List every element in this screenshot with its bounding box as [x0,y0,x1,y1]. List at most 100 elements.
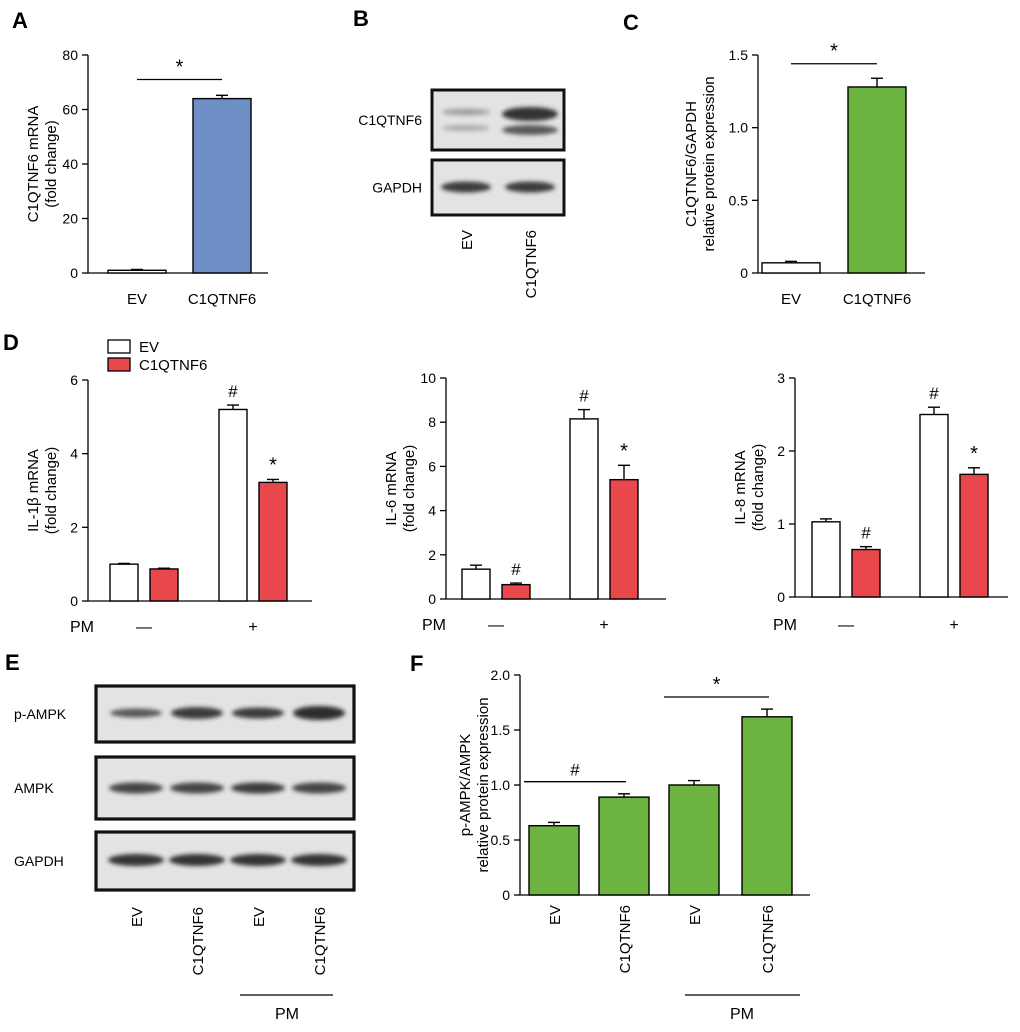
blot-b-band [442,125,490,131]
chart-f-ylabel: p-AMPK/AMPK [457,734,474,837]
blot-e-lane-label: EV [251,907,268,927]
chart-d-il8: 0 1 2 3 IL-8 mRNA (fold change) — + PM # # * [732,370,1008,634]
chart-d3-ytick-label: 0 [777,589,785,605]
chart-f-category-label: C1QTNF6 [617,905,634,973]
chart-d-il1b: 0 2 4 6 IL-1β mRNA (fold change) — + PM # * [25,372,312,636]
chart-d1-bar [218,408,248,602]
chart-c-ytick-label: 1.0 [729,120,749,136]
chart-d3-ylabel: IL-8 mRNA [732,450,749,524]
chart-d2-ytick-label: 6 [428,458,436,474]
chart-d3-bar [919,413,949,598]
chart-f-ylabel: relative protein expression [475,697,492,872]
blot-e-band [171,707,223,719]
chart-f-category-label: C1QTNF6 [760,905,777,973]
chart-d2-ylabel: (fold change) [401,445,418,533]
blot-b-band [441,181,491,193]
chart-f-bar [668,784,720,896]
blot-e-band [170,782,224,794]
chart-d3-ylabel: (fold change) [750,444,767,532]
blot-e-band [292,782,346,794]
blot-b-band [442,108,490,116]
chart-d-il6: 0 2 4 6 8 10 IL-6 mRNA (fold change) — + PM # # * [383,370,666,634]
chart-d3-bar [851,548,881,598]
chart-a-bar [192,97,252,274]
chart-d2-bar [569,418,599,600]
chart-f-category-label: EV [547,905,564,925]
chart-d1-ylabel: (fold change) [43,447,60,535]
blot-e-band [109,782,163,794]
chart-d2-ylabel: IL-6 mRNA [383,451,400,525]
chart-a-category-label: EV [127,291,147,308]
chart-c-bar [761,262,821,274]
chart-d3-mark: # [861,524,871,543]
blot-e-group-label: PM [275,1006,299,1023]
legend-swatch [107,339,131,354]
chart-d2-ytick-label: 4 [428,503,436,519]
chart-a-ytick-label: 0 [70,265,78,281]
chart-d2-bar [609,478,639,600]
chart-a-ytick-label: 80 [62,47,78,63]
chart-d3-ytick-label: 3 [777,370,785,386]
panel-label-f: F [410,651,423,676]
chart-a-category-label: C1QTNF6 [188,291,256,308]
blot-e-row-label: GAPDH [14,853,64,869]
chart-d3-bar [811,521,841,598]
chart-d2-group-axis-label: PM [422,617,446,634]
blot-e-band [169,854,225,866]
blot-e-row-label: p-AMPK [14,706,67,722]
chart-d2-mark: # [511,560,521,579]
chart-f-bar [741,716,793,896]
chart-f: 0 0.5 1.0 1.5 2.0 p-AMPK/AMPK relative protein… [457,667,810,1023]
chart-d1-bar [109,563,139,602]
chart-d1-group-axis-label: PM [70,619,94,636]
blot-e-band [291,854,347,866]
chart-c-category-label: C1QTNF6 [843,291,911,308]
blot-e-band [232,707,284,719]
blot-e-band [110,708,162,718]
chart-f-category-label: EV [687,905,704,925]
chart-d1-ytick-label: 6 [70,372,78,388]
panel-label-c: C [623,10,639,35]
chart-d1-bar [149,568,179,602]
chart-d1-group-label: — [136,619,152,636]
chart-a-ylabel: (fold change) [43,120,60,208]
panel-label-d: D [3,330,19,355]
blot-e-row-label: AMPK [14,780,54,796]
chart-a-significance-label: * [176,57,184,79]
blot-e-band [231,782,285,794]
chart-d3-mark: * [970,443,978,465]
chart-a-ytick-label: 40 [62,156,78,172]
chart-d1-mark: # [228,382,238,401]
chart-a-ytick-label: 60 [62,102,78,118]
blot-e-lane-label: EV [129,907,146,927]
chart-d2-ytick-label: 2 [428,547,436,563]
chart-d3-mark: # [929,384,939,403]
chart-f-ytick-label: 0.5 [491,832,511,848]
chart-c-ytick-label: 0.5 [729,192,749,208]
chart-d1-ytick-label: 0 [70,593,78,609]
chart-f-significance-label: # [570,761,580,780]
chart-a-bar [107,269,167,274]
chart-c-ylabel: C1QTNF6/GAPDH [683,101,700,227]
chart-f-significance-label: * [713,674,721,696]
chart-d2-ytick-label: 10 [420,370,436,386]
chart-c-ylabel: relative protein expression [701,76,718,251]
chart-d1-ytick-label: 2 [70,519,78,535]
blot-e-band [230,854,286,866]
chart-f-ytick-label: 2.0 [491,667,511,683]
blot-b-lane-label: EV [459,230,476,250]
blot-e-lane-label: C1QTNF6 [312,907,329,975]
chart-f-bar [528,825,580,896]
chart-f-bar [598,796,650,896]
chart-d3-ytick-label: 2 [777,443,785,459]
panel-label-a: A [12,8,28,33]
chart-f-group-label: PM [730,1006,754,1023]
chart-d2-bar [501,583,531,600]
chart-d3-group-label: — [838,617,854,634]
blot-e-band [293,706,345,720]
panel-label-e: E [5,650,20,675]
blot-e-band [108,854,164,866]
blot-b-band [502,125,558,135]
